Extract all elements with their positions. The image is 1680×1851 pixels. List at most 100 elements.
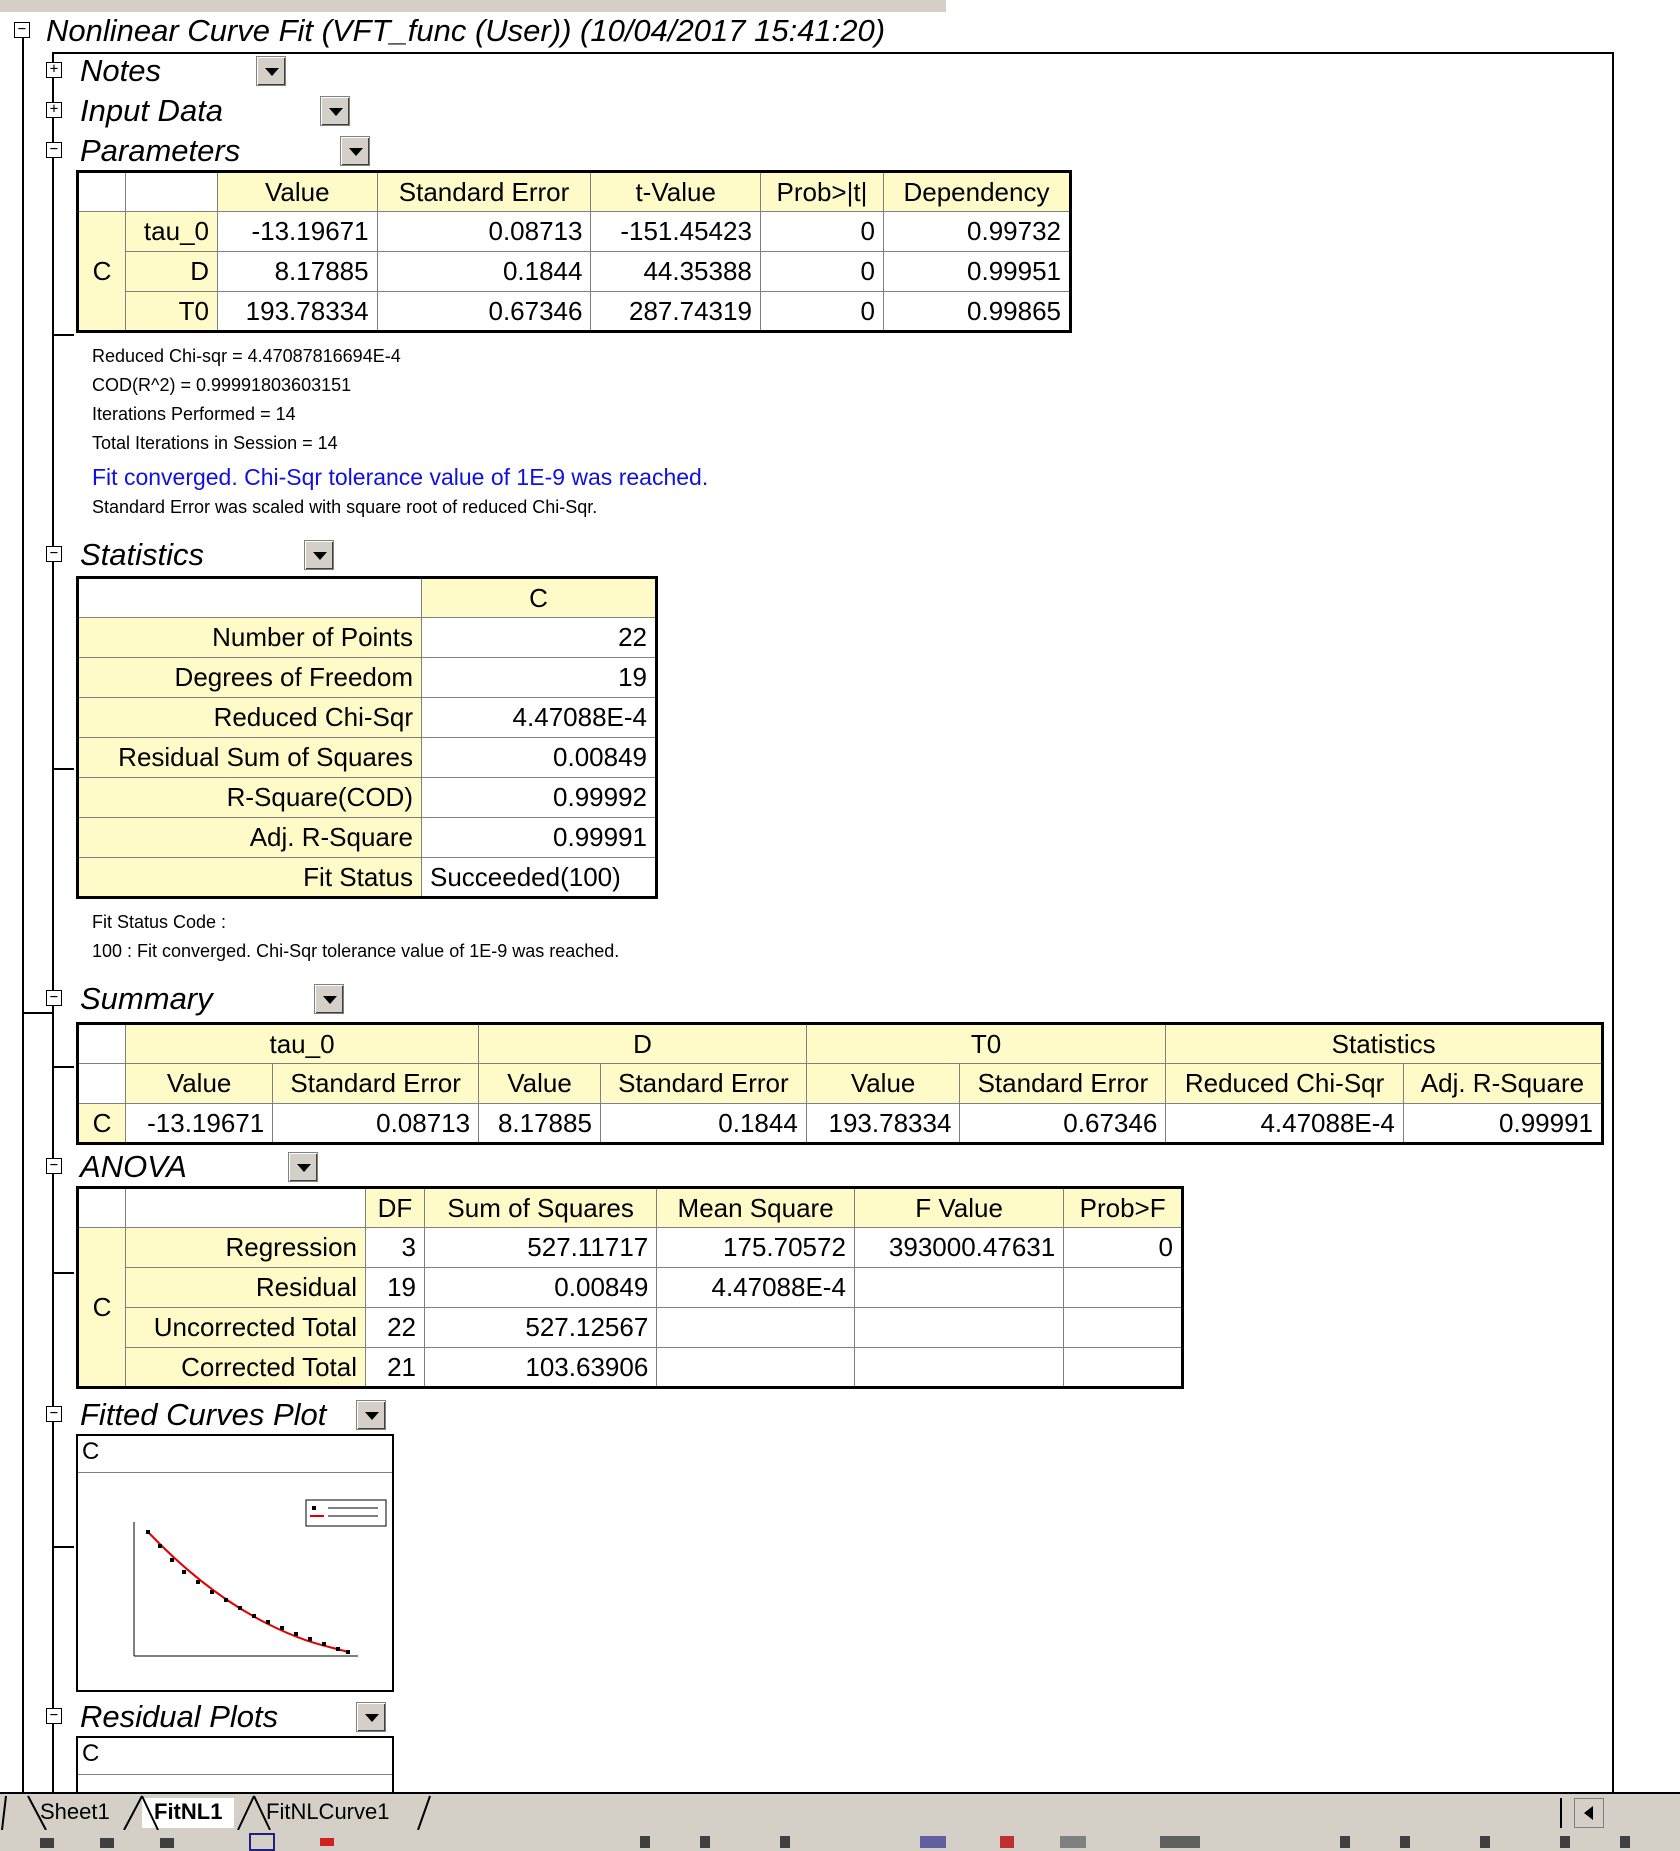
- param-cell[interactable]: 0: [759, 211, 884, 252]
- bottom-toolbar: [0, 1830, 1680, 1851]
- param-cell[interactable]: 0: [759, 291, 884, 332]
- fitted-curves-label: C: [82, 1438, 100, 1465]
- param-cell[interactable]: 287.74319: [590, 291, 761, 332]
- anova-cell[interactable]: 527.11717: [423, 1227, 658, 1268]
- summary-subheader: Standard Error: [272, 1063, 480, 1104]
- summary-subheader: Value: [805, 1063, 961, 1104]
- param-cell[interactable]: 0.67346: [376, 291, 592, 332]
- stats-value[interactable]: Succeeded(100): [421, 857, 657, 898]
- hscroll-track[interactable]: [1560, 1798, 1562, 1828]
- stats-row-label: Degrees of Freedom: [77, 657, 422, 698]
- param-cell[interactable]: 0.99732: [882, 211, 1072, 252]
- sheet-tab-bar: Sheet1 FitNL1 FitNLCurve1: [0, 1792, 1680, 1831]
- anova-header: Prob>F: [1063, 1187, 1183, 1228]
- anova-cell[interactable]: [656, 1307, 855, 1348]
- param-cell[interactable]: 193.78334: [217, 291, 378, 332]
- residual-plots-collapse-toggle[interactable]: −: [46, 1708, 62, 1724]
- fitted-curves-collapse-toggle[interactable]: −: [46, 1406, 62, 1422]
- summary-cell[interactable]: 4.47088E-4: [1165, 1103, 1404, 1144]
- summary-cell[interactable]: 193.78334: [805, 1103, 961, 1144]
- stats-value[interactable]: 19: [421, 657, 657, 698]
- fitted-curves-section-title[interactable]: Fitted Curves Plot: [80, 1397, 327, 1432]
- anova-cell[interactable]: 4.47088E-4: [656, 1267, 855, 1308]
- statistics-section-title[interactable]: Statistics: [80, 537, 205, 572]
- summary-cell[interactable]: 0.99991: [1402, 1103, 1604, 1144]
- stats-row-label: R-Square(COD): [77, 777, 422, 818]
- summary-cell[interactable]: 8.17885: [478, 1103, 601, 1144]
- summary-cell[interactable]: 0.1844: [599, 1103, 807, 1144]
- input-data-dropdown-button[interactable]: [320, 96, 350, 126]
- tab-sheet1[interactable]: Sheet1: [28, 1798, 122, 1828]
- mini-legend-marker: [312, 1506, 316, 1510]
- anova-cell[interactable]: [853, 1347, 1065, 1388]
- param-cell[interactable]: 0.99865: [882, 291, 1072, 332]
- anova-cell[interactable]: [1063, 1307, 1183, 1348]
- anova-header: F Value: [853, 1187, 1065, 1228]
- anova-row-name: Regression: [125, 1227, 366, 1268]
- anova-cell[interactable]: [1063, 1267, 1183, 1308]
- param-cell[interactable]: 8.17885: [217, 251, 378, 292]
- residual-plots-dropdown-button[interactable]: [356, 1702, 386, 1732]
- param-row-name: T0: [125, 291, 218, 332]
- param-cell[interactable]: -151.45423: [590, 211, 761, 252]
- fitted-curves-dropdown-button[interactable]: [356, 1400, 386, 1430]
- stats-value[interactable]: 0.99992: [421, 777, 657, 818]
- stats-value[interactable]: 22: [421, 617, 657, 658]
- stats-value[interactable]: 4.47088E-4: [421, 697, 657, 738]
- param-header-t-value: t-Value: [590, 171, 761, 212]
- tab-fitnl1[interactable]: FitNL1: [142, 1798, 235, 1828]
- anova-cell[interactable]: 175.70572: [656, 1227, 855, 1268]
- anova-cell[interactable]: 527.12567: [423, 1307, 658, 1348]
- summary-subheader: Standard Error: [959, 1063, 1167, 1104]
- summary-table: tau_0 D T0 Statistics Value Standard Err…: [76, 1022, 1604, 1145]
- statistics-dropdown-button[interactable]: [304, 540, 334, 570]
- fitted-curves-thumbnail[interactable]: C: [76, 1434, 394, 1692]
- residual-plots-thumbnail[interactable]: C: [76, 1736, 394, 1794]
- summary-cell[interactable]: 0.67346: [959, 1103, 1167, 1144]
- residual-plots-section-title[interactable]: Residual Plots: [80, 1699, 279, 1734]
- param-cell[interactable]: -13.19671: [217, 211, 378, 252]
- param-cell[interactable]: 0.99951: [882, 251, 1072, 292]
- anova-cell[interactable]: 22: [365, 1307, 425, 1348]
- summary-dropdown-button[interactable]: [314, 984, 344, 1014]
- report-collapse-toggle[interactable]: −: [14, 22, 30, 38]
- anova-cell[interactable]: [853, 1267, 1065, 1308]
- summary-collapse-toggle[interactable]: −: [46, 990, 62, 1006]
- mini-data-points: [146, 1530, 350, 1654]
- anova-section-title[interactable]: ANOVA: [80, 1149, 187, 1184]
- parameters-collapse-toggle[interactable]: −: [46, 142, 62, 158]
- notes-expand-toggle[interactable]: +: [46, 62, 62, 78]
- anova-collapse-toggle[interactable]: −: [46, 1158, 62, 1174]
- parameters-dropdown-button[interactable]: [340, 136, 370, 166]
- summary-cell[interactable]: -13.19671: [124, 1103, 274, 1144]
- tab-fitnlcurve1[interactable]: FitNLCurve1: [254, 1798, 402, 1828]
- residual-plots-label: C: [82, 1740, 100, 1767]
- stats-value[interactable]: 0.99991: [421, 817, 657, 858]
- anova-cell[interactable]: [656, 1347, 855, 1388]
- anova-cell[interactable]: 21: [365, 1347, 425, 1388]
- anova-dropdown-button[interactable]: [288, 1152, 318, 1182]
- anova-cell[interactable]: [1063, 1347, 1183, 1388]
- hscroll-left-button[interactable]: [1574, 1798, 1604, 1828]
- notes-dropdown-button[interactable]: [256, 56, 286, 86]
- anova-cell[interactable]: 3: [365, 1227, 425, 1268]
- anova-cell[interactable]: 0.00849: [423, 1267, 658, 1308]
- notes-section-title[interactable]: Notes: [80, 53, 161, 88]
- parameters-section-title[interactable]: Parameters: [80, 133, 241, 168]
- param-cell[interactable]: 0.1844: [376, 251, 592, 292]
- input-data-section-title[interactable]: Input Data: [80, 93, 224, 128]
- anova-cell[interactable]: [853, 1307, 1065, 1348]
- summary-section-title[interactable]: Summary: [80, 981, 213, 1016]
- summary-cell[interactable]: 0.08713: [272, 1103, 480, 1144]
- anova-cell[interactable]: 393000.47631: [853, 1227, 1065, 1268]
- stats-value[interactable]: 0.00849: [421, 737, 657, 778]
- param-cell[interactable]: 0.08713: [376, 211, 592, 252]
- param-cell[interactable]: 0: [759, 251, 884, 292]
- param-cell[interactable]: 44.35388: [590, 251, 761, 292]
- anova-cell[interactable]: 0: [1063, 1227, 1183, 1268]
- statistics-collapse-toggle[interactable]: −: [46, 546, 62, 562]
- input-data-expand-toggle[interactable]: +: [46, 102, 62, 118]
- anova-cell[interactable]: 103.63906: [423, 1347, 658, 1388]
- anova-cell[interactable]: 19: [365, 1267, 425, 1308]
- stats-row-label: Number of Points: [77, 617, 422, 658]
